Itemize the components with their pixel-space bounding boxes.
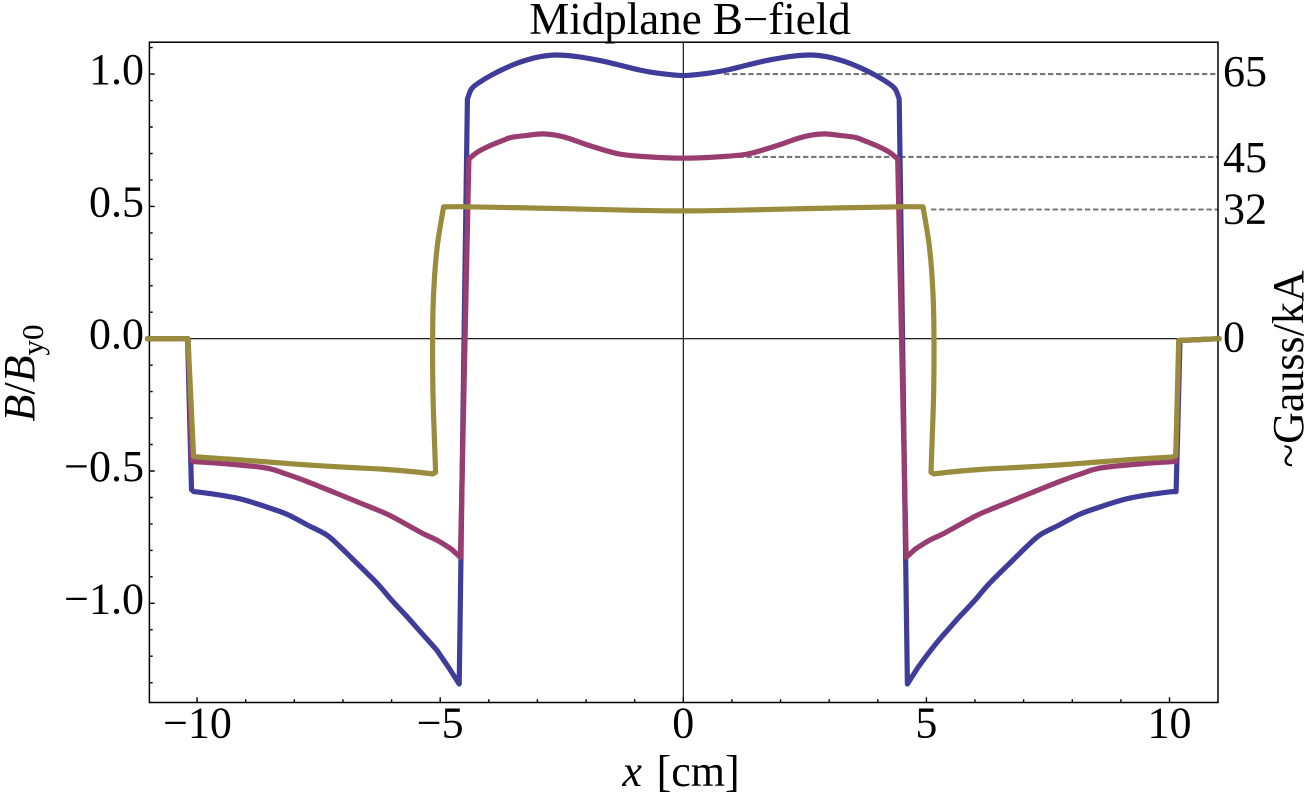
svg-text:Midplane B−field: Midplane B−field bbox=[529, 0, 851, 44]
svg-text:−5: −5 bbox=[417, 699, 464, 748]
svg-text:0: 0 bbox=[1223, 313, 1245, 362]
svg-text:0.0: 0.0 bbox=[89, 310, 144, 359]
svg-text:−1.0: −1.0 bbox=[64, 574, 144, 623]
svg-text:−0.5: −0.5 bbox=[64, 442, 144, 491]
svg-text:32: 32 bbox=[1223, 185, 1267, 234]
svg-text:45: 45 bbox=[1223, 133, 1267, 182]
svg-text:x [cm]: x [cm] bbox=[621, 747, 739, 796]
svg-text:1.0: 1.0 bbox=[89, 45, 144, 94]
svg-text:0.5: 0.5 bbox=[89, 177, 144, 226]
svg-text:0: 0 bbox=[672, 699, 694, 748]
svg-text:5: 5 bbox=[915, 699, 937, 748]
svg-text:65: 65 bbox=[1223, 47, 1267, 96]
svg-text:~Gauss/kA: ~Gauss/kA bbox=[1264, 270, 1313, 468]
svg-text:−10: −10 bbox=[163, 699, 232, 748]
svg-text:10: 10 bbox=[1148, 699, 1192, 748]
